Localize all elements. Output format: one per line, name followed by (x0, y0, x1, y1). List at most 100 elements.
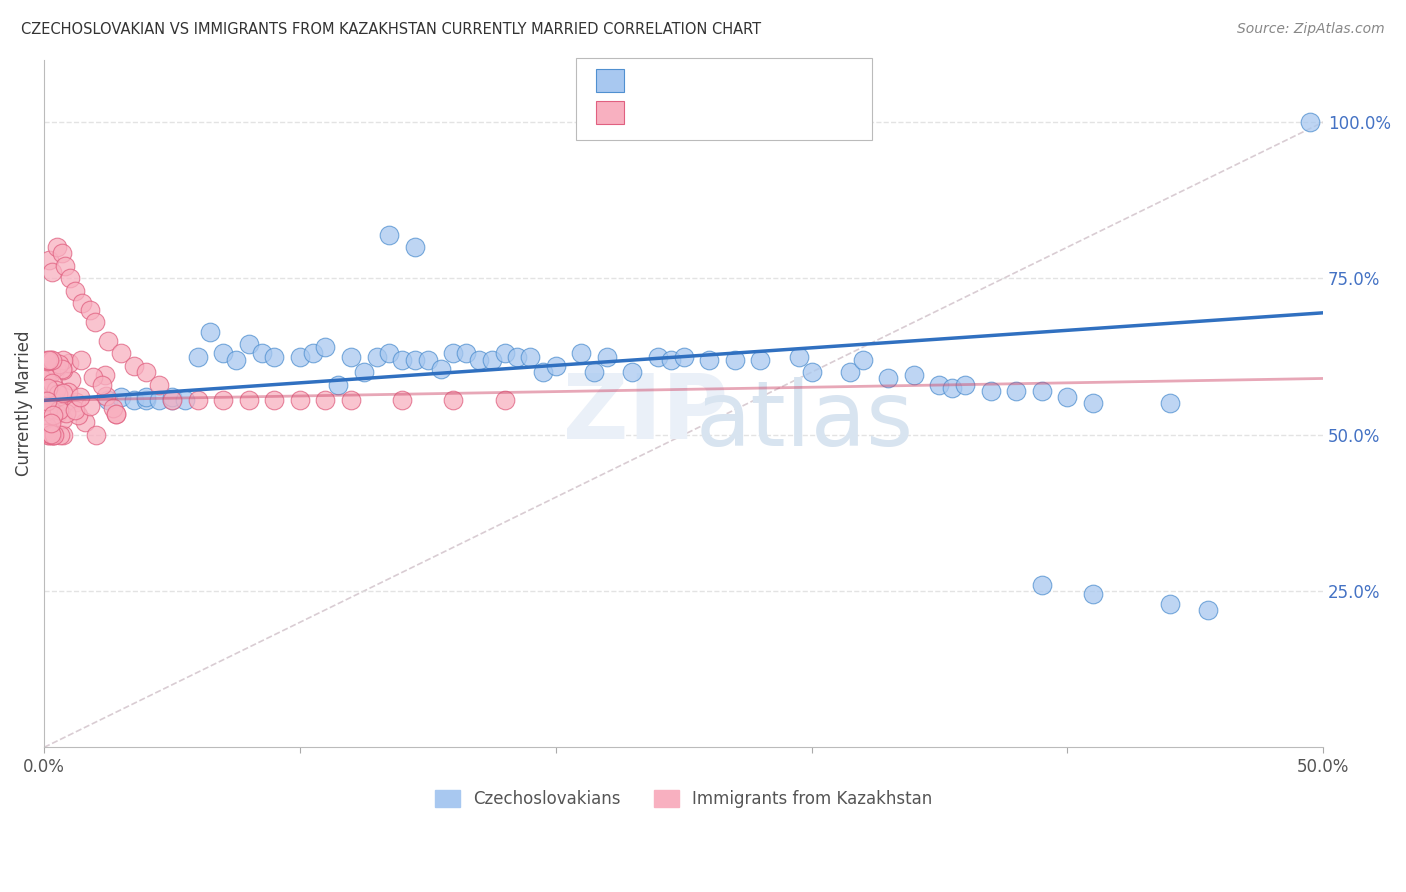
Point (340, 350, 363, 364)
Point (45, 359, 67, 374)
Point (104, 407, 127, 421)
Y-axis label: Currently Married: Currently Married (15, 331, 32, 476)
Point (544, 359, 567, 373)
Point (45, 240, 67, 254)
Point (122, 359, 145, 373)
Point (366, 350, 388, 364)
Point (429, 362, 451, 376)
Point (94, 368, 117, 382)
Point (569, 346, 592, 360)
Point (39, 416, 62, 430)
Point (1159, 597, 1181, 611)
Point (35, 394, 58, 409)
Point (531, 365, 554, 379)
Text: ZIP: ZIP (562, 370, 728, 458)
Point (506, 350, 529, 364)
Point (90, 377, 112, 392)
Point (94, 389, 117, 403)
Point (38, 352, 60, 367)
Point (41, 427, 63, 442)
Point (1005, 384, 1028, 398)
Point (441, 393, 464, 408)
Text: 68: 68 (775, 71, 796, 89)
Legend: Czechoslovakians, Immigrants from Kazakhstan: Czechoslovakians, Immigrants from Kazakh… (427, 783, 939, 814)
Point (79, 399, 101, 413)
Text: Source: ZipAtlas.com: Source: ZipAtlas.com (1237, 22, 1385, 37)
Point (52, 352, 75, 367)
Point (39, 366, 62, 380)
Text: 0.191: 0.191 (673, 71, 721, 89)
Point (46, 387, 69, 401)
Point (37, 383, 59, 397)
Point (35, 420, 58, 434)
Point (1299, 115, 1322, 129)
Point (1031, 384, 1053, 398)
Point (56, 384, 79, 399)
Point (75, 415, 97, 429)
Point (35, 401, 58, 415)
Point (41, 265, 63, 279)
Point (596, 350, 619, 364)
Text: N =: N = (725, 71, 773, 89)
Point (35, 353, 58, 368)
Point (583, 365, 606, 379)
Point (288, 393, 311, 408)
Point (838, 365, 860, 379)
Point (51, 362, 73, 376)
Point (52, 411, 75, 425)
Point (84, 315, 107, 329)
Point (263, 350, 285, 364)
Point (135, 390, 157, 404)
Point (38, 424, 60, 438)
Point (101, 401, 124, 415)
Text: atlas: atlas (696, 376, 914, 465)
Point (353, 365, 375, 379)
Point (200, 325, 222, 339)
Point (378, 346, 401, 360)
Point (800, 365, 823, 379)
Point (749, 352, 772, 367)
Point (250, 346, 273, 360)
Point (41, 427, 63, 442)
Point (953, 377, 976, 392)
Text: 91: 91 (775, 103, 796, 121)
Text: 0.251: 0.251 (673, 103, 721, 121)
Point (38, 252, 60, 267)
Point (238, 337, 260, 351)
Point (51, 246, 73, 260)
Point (48, 403, 70, 417)
Point (391, 352, 413, 367)
Point (1056, 390, 1078, 404)
Point (122, 393, 145, 408)
Point (65, 395, 87, 409)
Point (39, 402, 62, 417)
Point (160, 390, 183, 404)
Point (1081, 396, 1104, 410)
Point (37, 362, 59, 376)
Point (212, 393, 235, 408)
Point (48, 358, 70, 372)
Point (45, 407, 67, 421)
Text: CZECHOSLOVAKIAN VS IMMIGRANTS FROM KAZAKHSTAN CURRENTLY MARRIED CORRELATION CHAR: CZECHOSLOVAKIAN VS IMMIGRANTS FROM KAZAK… (21, 22, 761, 37)
Point (980, 384, 1002, 398)
Point (59, 271, 82, 285)
Point (104, 408, 127, 422)
Point (340, 393, 363, 408)
Point (647, 350, 669, 364)
Point (1081, 587, 1104, 601)
Point (672, 350, 695, 364)
Point (659, 352, 682, 367)
Text: R =: R = (634, 103, 671, 121)
Text: N =: N = (725, 103, 773, 121)
Point (404, 240, 426, 254)
Point (37, 381, 59, 395)
Point (37, 365, 59, 379)
Point (110, 390, 132, 404)
Point (877, 371, 900, 385)
Point (37, 368, 59, 382)
Point (45, 383, 67, 397)
Point (84, 427, 107, 442)
Point (494, 346, 516, 360)
Point (225, 352, 247, 367)
Point (69, 352, 91, 367)
